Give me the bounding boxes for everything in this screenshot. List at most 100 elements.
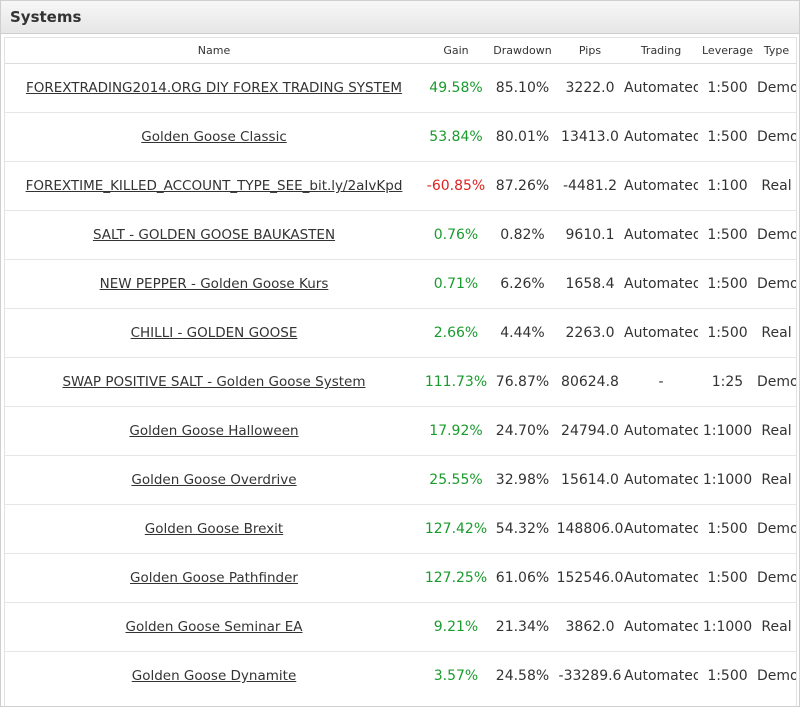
gain-cell: 127.25% [423,553,489,603]
gain-cell: 25.55% [423,455,489,505]
column-header-leverage[interactable]: Leverage [698,38,757,64]
drawdown-cell: 0.82% [489,210,556,260]
trading-cell: Automated [624,553,698,603]
pips-cell: 80624.8 [556,357,624,407]
gain-cell: 127.42% [423,504,489,554]
pips-cell: 1658.4 [556,259,624,309]
leverage-cell: 1:25 [698,357,757,407]
trading-cell: Automated [624,668,698,684]
gain-cell: 49.58% [423,63,489,113]
system-name-link[interactable]: Golden Goose Dynamite [131,668,297,684]
table-header-row: Name Gain Drawdown Pips Trading Leverage… [5,38,796,64]
type-cell: Real [757,455,796,505]
pips-cell: 9610.1 [556,210,624,260]
leverage-cell: 1:500 [698,63,757,113]
table-row: Golden Goose Brexit 127.42% 54.32% 148806.0… [5,504,796,554]
pips-cell: 24794.0 [556,406,624,456]
table-row: CHILLI - GOLDEN GOOSE 2.66% 4.44% 2263.0 Aut… [5,308,796,358]
type-cell: Demo [757,210,796,260]
leverage-cell: 1:500 [698,504,757,554]
table-row: SALT - GOLDEN GOOSE BAUKASTEN 0.76% 0.82% 9… [5,210,796,260]
panel-header: Systems [1,1,799,34]
table-row: FOREXTIME_KILLED_ACCOUNT_TYPE_SEE_bit.ly… [5,161,796,211]
system-name-cell: Golden Goose Pathfinder [5,553,423,603]
column-header-type[interactable]: Type [757,38,796,64]
pips-cell: 152546.0 [556,553,624,603]
pips-cell: 2263.0 [556,308,624,358]
systems-table: Name Gain Drawdown Pips Trading Leverage… [5,38,796,700]
type-cell: Real [757,602,796,652]
system-name-link[interactable]: Golden Goose Seminar EA [125,619,303,635]
system-name-link[interactable]: FOREXTIME_KILLED_ACCOUNT_TYPE_SEE_bit.ly… [25,178,403,194]
table-row: Golden Goose Seminar EA 9.21% 21.34% 3862.0… [5,602,796,652]
gain-cell: -60.85% [423,161,489,211]
type-cell: Real [757,308,796,358]
column-header-name[interactable]: Name [5,38,423,64]
system-name-cell: NEW PEPPER - Golden Goose Kurs [5,259,423,309]
table-row: NEW PEPPER - Golden Goose Kurs 0.71% 6.26%… [5,259,796,309]
drawdown-cell: 6.26% [489,259,556,309]
gain-cell: 3.57% [433,668,479,684]
drawdown-cell: 24.70% [489,406,556,456]
system-name-link[interactable]: Golden Goose Brexit [144,521,284,537]
trading-cell: Automated [624,112,698,162]
trading-cell: Automated [624,259,698,309]
trading-cell: Automated [624,210,698,260]
system-name-cell: SALT - GOLDEN GOOSE BAUKASTEN [5,210,423,260]
system-name-link[interactable]: Golden Goose Pathfinder [130,570,298,586]
drawdown-cell: 87.26% [489,161,556,211]
trading-cell: Automated [624,406,698,456]
table-row: Golden Goose Overdrive 25.55% 32.98% 15614.… [5,455,796,505]
pips-cell: 15614.0 [556,455,624,505]
system-name-link[interactable]: CHILLI - GOLDEN GOOSE [130,325,298,341]
drawdown-cell: 21.34% [489,602,556,652]
pips-cell: 3862.0 [556,602,624,652]
leverage-cell: 1:500 [707,668,748,684]
column-header-gain[interactable]: Gain [423,38,489,64]
pips-cell: -33289.6 [558,668,622,684]
trading-cell: Automated [624,504,698,554]
trading-cell: Automated [624,63,698,113]
table-row: SWAP POSITIVE SALT - Golden Goose System… [5,357,796,407]
gain-cell: 9.21% [423,602,489,652]
table-row: Golden Goose Halloween 17.92% 24.70% 24794.… [5,406,796,456]
system-name-cell: Golden Goose Halloween [5,406,423,456]
pips-cell: 148806.0 [556,504,624,554]
trading-cell: Automated [624,455,698,505]
gain-cell: 17.92% [423,406,489,456]
system-name-link[interactable]: SALT - GOLDEN GOOSE BAUKASTEN [92,227,336,243]
leverage-cell: 1:500 [698,553,757,603]
pips-cell: 13413.0 [556,112,624,162]
type-cell: Demo [757,504,796,554]
column-header-trading[interactable]: Trading [624,38,698,64]
system-name-link[interactable]: SWAP POSITIVE SALT - Golden Goose System [62,374,366,390]
leverage-cell: 1:500 [698,259,757,309]
system-name-link[interactable]: NEW PEPPER - Golden Goose Kurs [99,276,329,292]
trading-cell: - [624,357,698,407]
column-header-drawdown[interactable]: Drawdown [489,38,556,64]
leverage-cell: 1:500 [698,210,757,260]
drawdown-cell: 54.32% [489,504,556,554]
system-name-link[interactable]: Golden Goose Halloween [129,423,299,439]
system-name-cell: Golden Goose Classic [5,112,423,162]
drawdown-cell: 24.58% [495,668,550,684]
pips-cell: -4481.2 [556,161,624,211]
system-name-cell: FOREXTIME_KILLED_ACCOUNT_TYPE_SEE_bit.ly… [5,161,423,211]
leverage-cell: 1:1000 [698,406,757,456]
system-name-cell: Golden Goose Brexit [5,504,423,554]
gain-cell: 0.71% [423,259,489,309]
system-name-link[interactable]: FOREXTRADING2014.ORG DIY FOREX TRADING S… [25,80,403,96]
system-name-link[interactable]: Golden Goose Classic [141,129,287,145]
system-name-cell: Golden Goose Seminar EA [5,602,423,652]
leverage-cell: 1:1000 [698,455,757,505]
type-cell: Demo [757,668,796,684]
column-header-pips[interactable]: Pips [556,38,624,64]
drawdown-cell: 85.10% [489,63,556,113]
type-cell: Demo [757,112,796,162]
table-row: Golden Goose Dynamite 3.57% 24.58% -33289.6… [5,652,796,701]
panel-title: Systems [10,8,82,26]
leverage-cell: 1:1000 [698,602,757,652]
drawdown-cell: 76.87% [489,357,556,407]
system-name-link[interactable]: Golden Goose Overdrive [131,472,297,488]
